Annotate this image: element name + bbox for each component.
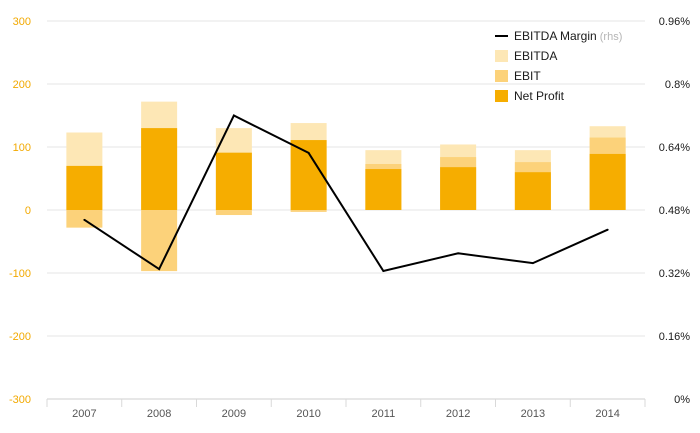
legend-swatch	[495, 70, 508, 82]
y-right-tick-label: 0.64%	[659, 142, 690, 154]
line-point-ebitda-margin	[457, 252, 460, 255]
legend-suffix: (rhs)	[597, 31, 623, 43]
x-tick-label: 2007	[72, 408, 96, 420]
line-point-ebitda-margin	[158, 268, 161, 271]
y-left-tick-label: -200	[9, 331, 31, 343]
y-left-tick-label: -300	[9, 394, 31, 406]
y-right-tick-label: 0.48%	[659, 205, 690, 217]
y-right-tick-label: 0.16%	[659, 331, 690, 343]
bar-ebit	[215, 210, 252, 216]
y-right-tick-label: 0.32%	[659, 268, 690, 280]
y-left-tick-label: 300	[13, 16, 31, 28]
line-point-ebitda-margin	[83, 218, 86, 221]
y-left-tick-label: 100	[13, 142, 31, 154]
legend-label: EBITDA Margin (rhs)	[514, 29, 622, 43]
y-left-tick-label: 200	[13, 79, 31, 91]
legend-label: Net Profit	[514, 89, 565, 103]
x-tick-label: 2011	[372, 408, 396, 420]
x-tick-label: 2012	[446, 408, 470, 420]
bar-net-profit	[365, 169, 402, 210]
x-tick-label: 2013	[521, 408, 545, 420]
bar-net-profit	[66, 165, 103, 210]
bar-net-profit	[141, 128, 178, 210]
bar-net-profit	[589, 153, 626, 210]
y-right-tick-label: 0%	[674, 394, 690, 406]
bar-net-profit	[514, 172, 551, 210]
bar-net-profit	[215, 152, 252, 210]
bar-net-profit	[440, 167, 477, 210]
line-point-ebitda-margin	[531, 262, 534, 265]
legend-label: EBIT	[514, 69, 541, 83]
bar-ebit	[290, 210, 327, 212]
legend-label: EBITDA	[514, 49, 557, 63]
bar-net-profit	[290, 140, 327, 210]
x-tick-label: 2009	[222, 408, 246, 420]
y-left-tick-label: 0	[25, 205, 31, 217]
line-point-ebitda-margin	[382, 270, 385, 273]
line-point-ebitda-margin	[232, 114, 235, 117]
bar-ebit	[66, 210, 103, 228]
y-right-tick-label: 0.96%	[659, 16, 690, 28]
x-tick-label: 2014	[595, 408, 619, 420]
x-tick-label: 2010	[296, 408, 320, 420]
x-tick-label: 2008	[147, 408, 171, 420]
y-left-tick-label: -100	[9, 268, 31, 280]
line-point-ebitda-margin	[606, 228, 609, 231]
line-point-ebitda-margin	[307, 151, 310, 154]
y-right-tick-label: 0.8%	[665, 79, 690, 91]
legend-swatch	[495, 90, 508, 102]
legend-swatch	[495, 50, 508, 62]
line-ebitda-margin	[83, 114, 609, 273]
